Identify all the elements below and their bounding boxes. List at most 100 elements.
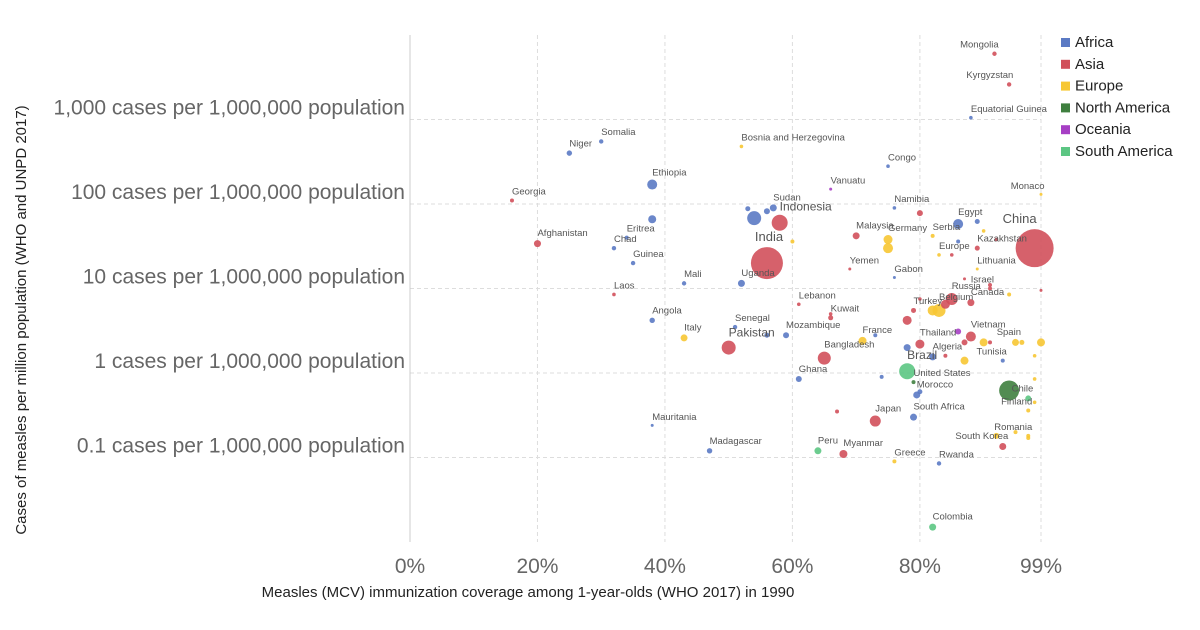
legend-entry: Africa <box>1075 34 1114 51</box>
point-label: Laos <box>614 281 635 292</box>
point-label: Somalia <box>601 127 636 138</box>
data-point <box>873 333 878 338</box>
y-axis-ticks: 1,000 cases per 1,000,000 population 100 … <box>54 97 405 458</box>
point-label: Mali <box>684 269 701 280</box>
data-point <box>1026 436 1031 441</box>
data-point <box>795 375 802 382</box>
point-label: Mozambique <box>786 320 840 331</box>
data-point <box>1013 430 1018 435</box>
point-label: Mauritania <box>652 412 697 423</box>
data-point <box>828 312 833 316</box>
legend-entry: North America <box>1075 99 1171 116</box>
data-point <box>1037 338 1045 347</box>
point-label: Kyrgyzstan <box>966 70 1013 81</box>
data-point <box>599 139 604 144</box>
y-tick-label: 10 cases per 1,000,000 population <box>83 266 405 289</box>
data-point <box>612 292 616 297</box>
y-tick-label: 100 cases per 1,000,000 population <box>71 181 405 204</box>
data-point <box>988 286 993 291</box>
data-point <box>949 253 954 257</box>
data-point <box>1007 292 1012 297</box>
point-label: India <box>755 229 784 244</box>
legend-swatch <box>1061 103 1070 113</box>
point-label: Bangladesh <box>824 340 874 351</box>
x-tick-label: 0% <box>395 555 425 578</box>
data-point <box>967 299 975 307</box>
point-label: Pakistan <box>729 326 775 340</box>
data-point <box>783 332 790 339</box>
data-point <box>911 307 917 313</box>
data-point <box>706 448 713 454</box>
data-point <box>650 423 654 427</box>
point-label: France <box>863 325 893 336</box>
y-tick-label: 1,000 cases per 1,000,000 population <box>54 97 405 120</box>
data-point <box>1032 353 1037 358</box>
data-point <box>988 340 993 345</box>
y-tick-label: 1 cases per 1,000,000 population <box>94 350 405 373</box>
point-label: Indonesia <box>780 200 832 214</box>
data-point <box>1025 395 1032 402</box>
data-point <box>848 267 852 271</box>
point-label: Thailand <box>920 328 956 339</box>
y-axis-label: Cases of measles per million population … <box>13 105 30 534</box>
data-point <box>839 450 848 459</box>
data-point <box>953 218 964 229</box>
point-label: Eritrea <box>627 224 656 235</box>
data-point <box>892 459 897 464</box>
point-label: Kuwait <box>831 303 860 314</box>
data-point <box>974 245 980 251</box>
data-point <box>747 211 762 226</box>
point-label: Rwanda <box>939 449 975 460</box>
x-tick-label: 40% <box>644 555 686 578</box>
data-points <box>509 51 1054 531</box>
point-label: Equatorial Guinea <box>971 104 1048 115</box>
data-point <box>879 374 884 379</box>
data-point <box>790 239 795 244</box>
data-point <box>630 260 636 266</box>
data-point <box>1019 339 1025 345</box>
data-point <box>750 247 783 280</box>
data-point <box>927 305 938 316</box>
data-point <box>771 214 788 231</box>
data-point <box>910 413 918 421</box>
data-point <box>956 239 961 244</box>
data-point <box>994 237 999 242</box>
data-point <box>929 523 937 531</box>
data-point <box>648 215 657 224</box>
data-point <box>969 115 973 120</box>
data-point <box>647 179 658 190</box>
data-point <box>869 415 881 427</box>
legend: Africa Asia Europe North America Oceania Sout… <box>1061 34 1173 160</box>
point-label: Israel <box>971 275 994 286</box>
legend-swatch <box>1061 81 1070 91</box>
data-point <box>981 229 986 233</box>
data-point <box>937 253 941 257</box>
point-label: Vietnam <box>971 320 1006 331</box>
point-label: Turkey <box>914 296 943 307</box>
point-label: Vanuatu <box>831 176 866 187</box>
point-label: Mongolia <box>960 40 999 51</box>
data-point <box>732 324 738 330</box>
point-label: Namibia <box>894 194 930 205</box>
data-point <box>1015 229 1054 268</box>
point-label: South Africa <box>914 402 966 413</box>
point-label: Canada <box>971 287 1005 298</box>
data-point <box>943 353 948 358</box>
data-point <box>892 275 896 279</box>
legend-entry: South America <box>1075 143 1173 160</box>
point-label: South Korea <box>955 431 1009 442</box>
point-label: Georgia <box>512 187 547 198</box>
legend-swatch <box>1061 59 1070 69</box>
point-label: Morocco <box>917 379 953 390</box>
point-label: Monaco <box>1011 181 1045 192</box>
data-point <box>721 340 736 355</box>
y-tick-label: 0.1 cases per 1,000,000 population <box>77 435 405 458</box>
x-tick-label: 80% <box>899 555 941 578</box>
data-point <box>835 409 840 414</box>
point-label: Belgium <box>939 292 973 303</box>
point-label: Ethiopia <box>652 168 687 179</box>
data-point <box>917 389 923 395</box>
data-point <box>763 208 770 215</box>
data-point <box>1012 338 1020 346</box>
x-tick-label: 99% <box>1020 555 1062 578</box>
